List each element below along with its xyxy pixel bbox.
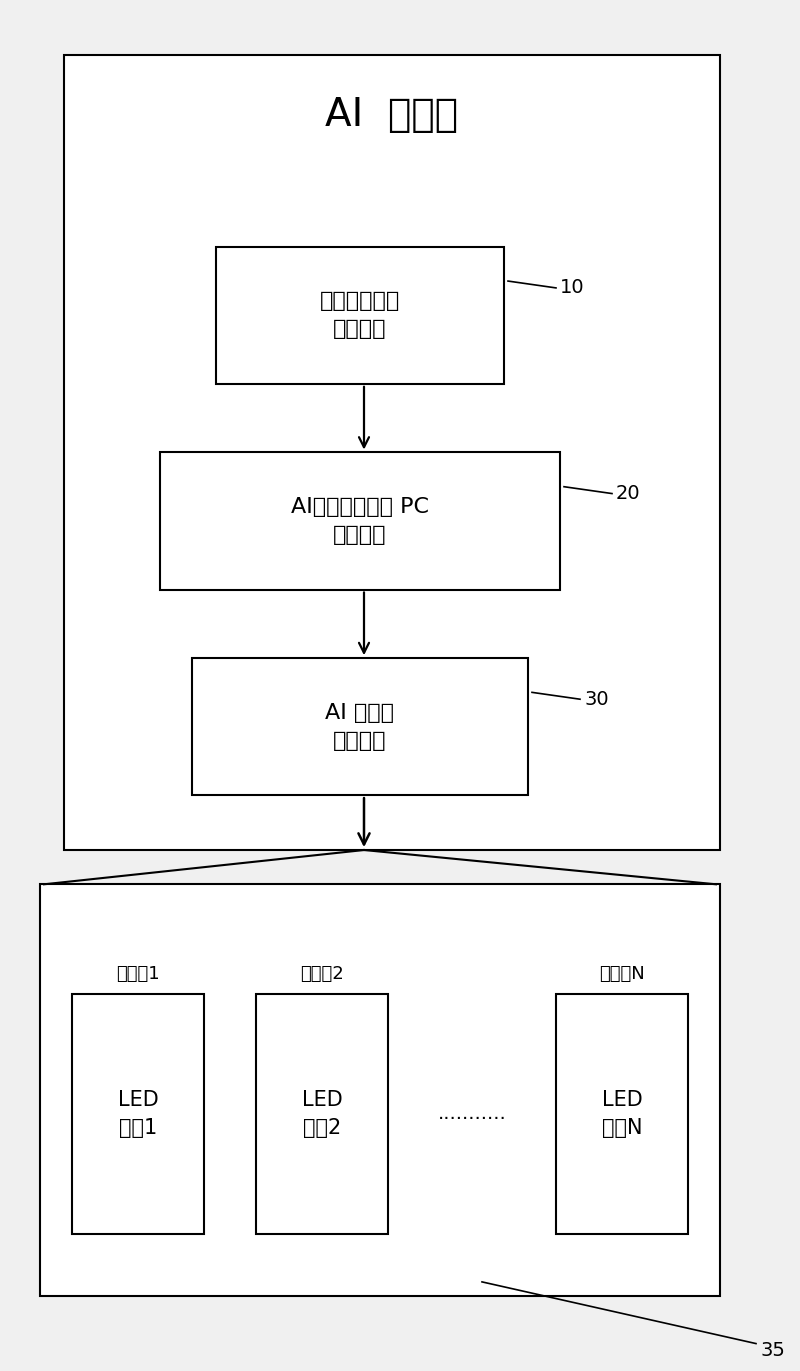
Text: AI 插件机
功能模块: AI 插件机 功能模块 — [326, 702, 394, 751]
FancyBboxPatch shape — [256, 994, 388, 1234]
FancyBboxPatch shape — [40, 884, 720, 1296]
Text: 进料站2: 进料站2 — [300, 965, 344, 983]
Text: 生成随机矩阵
软件模块: 生成随机矩阵 软件模块 — [320, 291, 400, 340]
Text: AI插件机控制端 PC
软件模块: AI插件机控制端 PC 软件模块 — [291, 496, 429, 546]
Text: 10: 10 — [560, 278, 585, 298]
Text: 20: 20 — [616, 484, 641, 503]
FancyBboxPatch shape — [192, 658, 528, 795]
Text: 30: 30 — [584, 690, 609, 709]
FancyBboxPatch shape — [556, 994, 688, 1234]
Text: 35: 35 — [760, 1341, 785, 1360]
Text: 进料站1: 进料站1 — [116, 965, 160, 983]
Text: AI  插件机: AI 插件机 — [326, 96, 458, 134]
Text: ...........: ........... — [438, 1105, 506, 1123]
Text: 进料站N: 进料站N — [599, 965, 645, 983]
FancyBboxPatch shape — [160, 452, 560, 590]
Text: LED
批欬1: LED 批欬1 — [118, 1090, 158, 1138]
FancyBboxPatch shape — [64, 55, 720, 850]
FancyBboxPatch shape — [72, 994, 204, 1234]
Text: LED
批欬2: LED 批欬2 — [302, 1090, 342, 1138]
FancyBboxPatch shape — [216, 247, 504, 384]
Text: LED
批欬N: LED 批欬N — [602, 1090, 642, 1138]
